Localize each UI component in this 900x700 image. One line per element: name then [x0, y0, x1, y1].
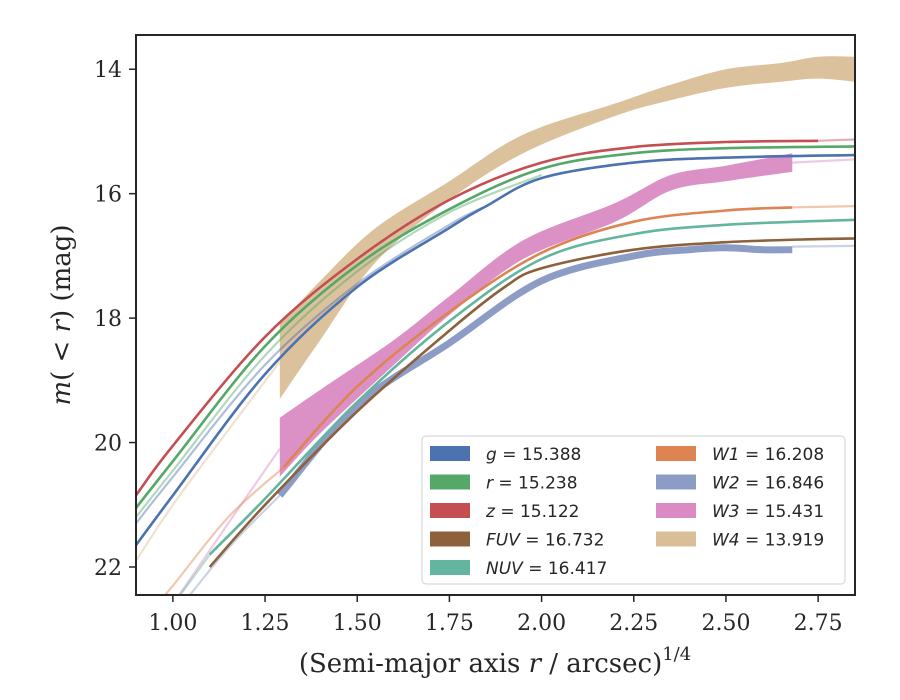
x-tick-label: 2.25: [609, 611, 658, 636]
fit-line-w2-1: [792, 244, 855, 248]
x-axis: 1.00 1.25 1.50 1.75 2.00 2.25 2.50 2.75: [148, 595, 843, 636]
y-axis: 14 16 18 20 22: [94, 58, 136, 581]
y-tick-label: 18: [94, 307, 122, 332]
legend-entry-r: r = 15.238: [430, 474, 578, 494]
legend-entry-z: z = 15.122: [430, 502, 579, 522]
series-g: [136, 153, 855, 546]
legend-label: W2 = 16.846: [712, 474, 824, 494]
x-axis-title: (Semi-major axis r / arcsec)1/4: [299, 644, 691, 679]
legend-swatch: [430, 446, 470, 461]
legend-swatch: [656, 503, 696, 518]
line-g: [136, 153, 855, 546]
band-w4: [279, 56, 855, 400]
x-tick-label: 1.00: [148, 611, 197, 636]
line-nuv: [208, 218, 855, 556]
legend-label: W4 = 13.919: [712, 531, 824, 551]
legend-swatch: [656, 446, 696, 461]
legend-label: r = 15.238: [486, 474, 578, 494]
legend: g = 15.388 r = 15.238 z = 15.122 FUV = 16.7…: [421, 435, 846, 585]
legend-swatch: [430, 503, 470, 518]
x-tick-label: 1.75: [425, 611, 474, 636]
y-axis-title: m( < r) (mag): [47, 224, 77, 405]
plot-frame: [135, 34, 856, 596]
legend-label: z = 15.122: [485, 502, 579, 522]
legend-swatch: [430, 560, 470, 575]
legend-label: NUV = 16.417: [486, 559, 607, 579]
x-tick-label: 2.00: [517, 611, 566, 636]
series-z: [136, 138, 855, 497]
legend-entry-fuv: FUV = 16.732: [430, 531, 604, 551]
legend-entry-w1: W1 = 16.208: [656, 445, 824, 465]
fit-line-w1-0: [163, 466, 285, 595]
fit-line-nuv-0: [178, 553, 211, 595]
series-w1: [163, 205, 855, 595]
legend-label: FUV = 16.732: [486, 531, 604, 551]
line-r: [136, 145, 855, 509]
fit-line-g-0: [136, 205, 487, 525]
legend-swatch: [656, 531, 696, 547]
fit-line-w1-1: [792, 205, 855, 209]
fit-line-w4-0: [136, 361, 281, 562]
fit-line-z-0: [818, 138, 855, 142]
fit-line-w3-1: [792, 158, 855, 164]
series-w3: [177, 153, 855, 595]
series-nuv: [178, 218, 855, 595]
series-w2: [188, 244, 855, 595]
legend-frame: [421, 435, 846, 585]
fit-line-w3-0: [177, 448, 281, 595]
legend-label: W3 = 15.431: [712, 502, 824, 522]
y-tick-label: 22: [94, 556, 122, 581]
legend-label: W1 = 16.208: [712, 445, 824, 465]
legend-entry-g: g = 15.388: [430, 445, 581, 465]
line-z: [136, 139, 819, 497]
legend-entry-w3: W3 = 15.431: [656, 502, 824, 522]
x-tick-label: 1.25: [241, 611, 290, 636]
line-fuv: [208, 237, 855, 568]
legend-entry-w4: W4 = 13.919: [656, 531, 824, 551]
y-tick-label: 14: [94, 58, 122, 83]
legend-swatch: [430, 531, 470, 547]
fit-line-r-0: [136, 173, 543, 518]
legend-swatch: [656, 474, 696, 490]
x-tick-label: 2.50: [701, 611, 750, 636]
y-tick-label: 16: [94, 183, 122, 208]
line-w2: [277, 244, 793, 498]
fit-line-w2-0: [188, 494, 281, 595]
legend-entry-nuv: NUV = 16.417: [430, 559, 607, 579]
series-layer: [136, 56, 855, 595]
legend-label: g = 15.388: [486, 445, 581, 465]
y-tick-label: 20: [94, 432, 122, 457]
series-w4: [136, 56, 855, 562]
x-tick-label: 2.75: [794, 611, 843, 636]
line-w1: [282, 206, 793, 469]
series-fuv: [208, 237, 855, 568]
legend-swatch: [430, 474, 470, 490]
legend-entry-w2: W2 = 16.846: [656, 474, 824, 494]
x-tick-label: 1.50: [333, 611, 382, 636]
series-r: [136, 145, 855, 518]
